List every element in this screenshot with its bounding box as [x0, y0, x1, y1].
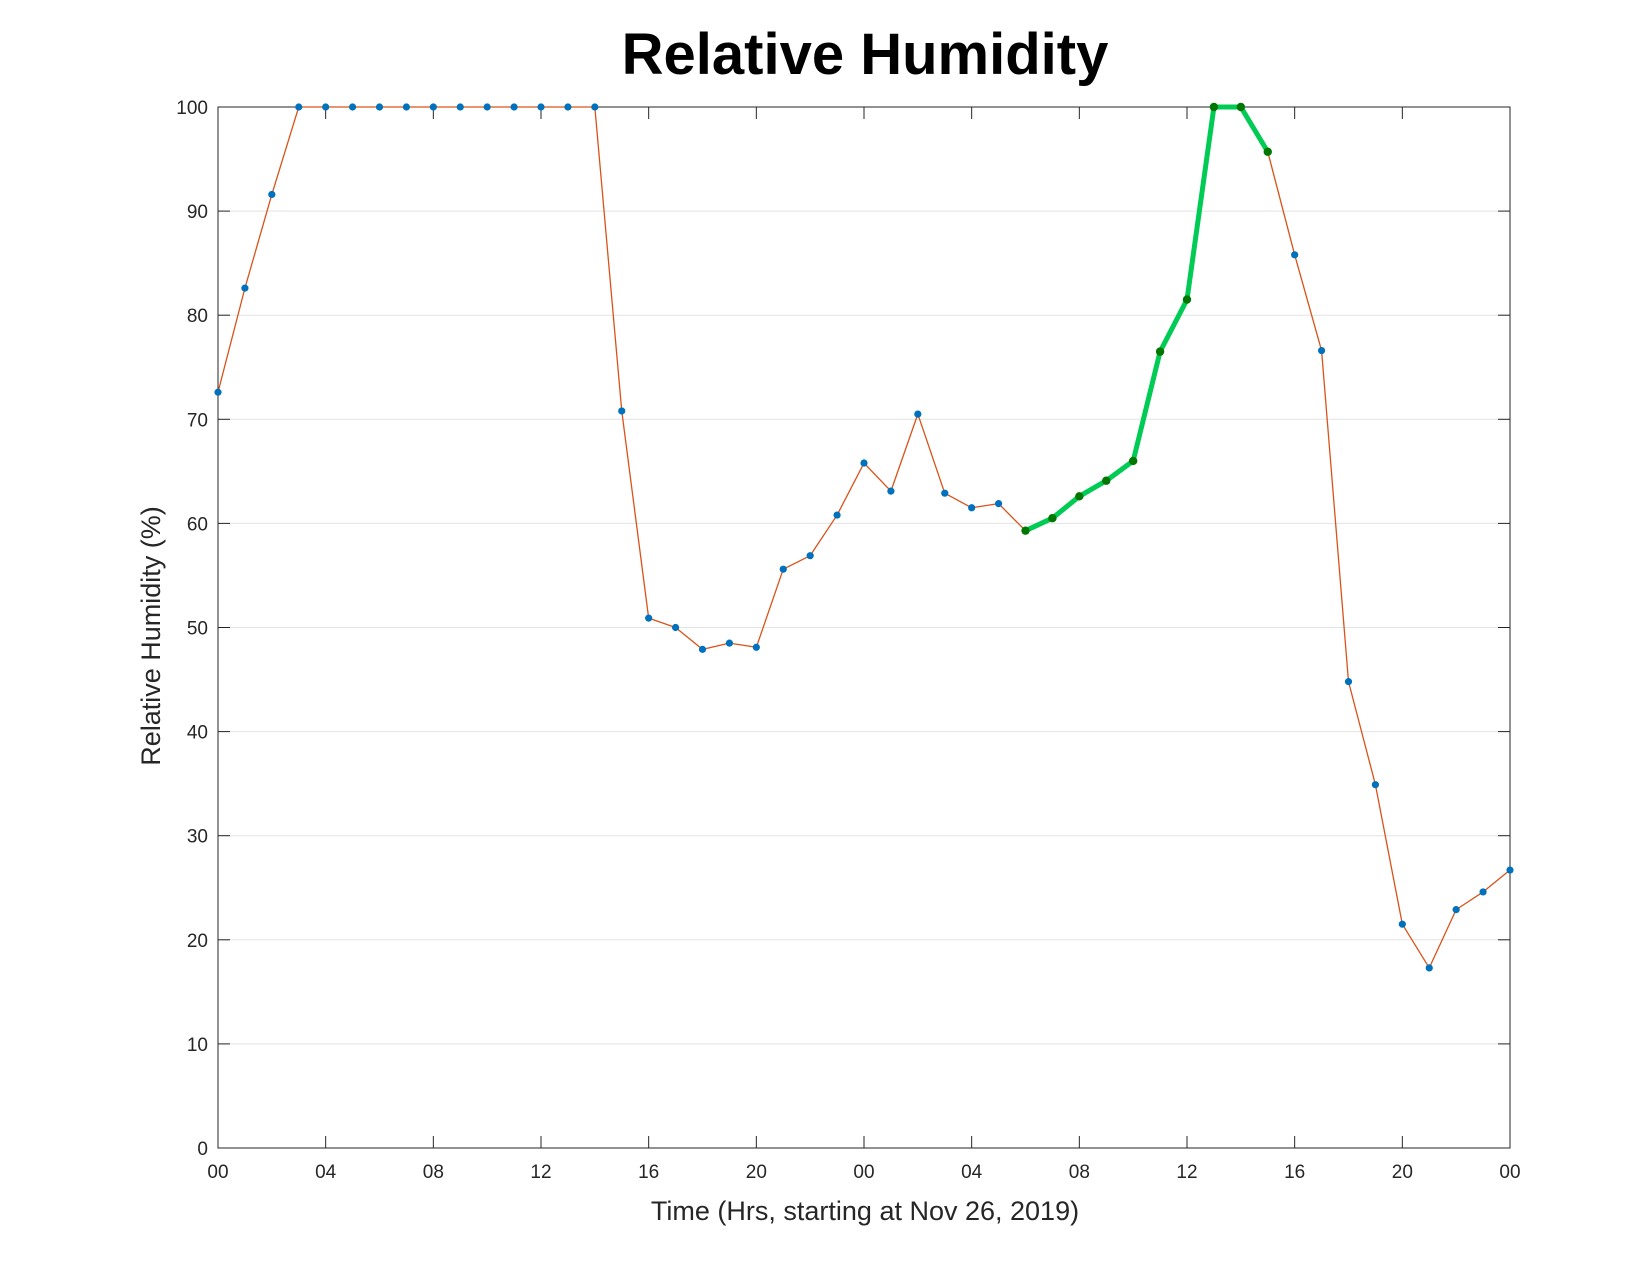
chart-title: Relative Humidity [622, 22, 1109, 87]
x-tick-label: 12 [1176, 1162, 1197, 1183]
data-point [1048, 513, 1057, 523]
data-point [1102, 476, 1111, 485]
data-point [510, 103, 518, 111]
y-tick-label: 60 [187, 514, 208, 535]
x-tick-label: 16 [1284, 1162, 1305, 1183]
y-tick-label: 90 [187, 202, 208, 223]
data-point [1344, 678, 1353, 686]
y-tick-label: 20 [187, 931, 208, 952]
data-point [833, 511, 841, 519]
data-point [1506, 866, 1514, 874]
x-tick-label: 08 [1069, 1162, 1090, 1183]
x-tick-label: 20 [746, 1162, 767, 1183]
data-point [483, 103, 491, 111]
data-point [1317, 346, 1326, 355]
y-tick-label: 80 [187, 306, 208, 327]
data-point [348, 103, 357, 111]
y-tick-label: 0 [197, 1139, 208, 1160]
data-point [914, 410, 922, 418]
data-point [456, 103, 464, 111]
data-point [1236, 102, 1246, 112]
data-point [214, 388, 222, 396]
y-tick-label: 40 [187, 723, 208, 744]
x-axis-label: Time (Hrs, starting at Nov 26, 2019) [651, 1196, 1079, 1226]
data-point [1371, 781, 1380, 789]
data-point [1155, 347, 1165, 356]
data-point [241, 284, 249, 292]
x-tick-label: 04 [961, 1162, 983, 1183]
data-point [268, 190, 276, 199]
data-point [618, 407, 626, 415]
x-tick-label: 12 [530, 1162, 551, 1183]
data-point [1075, 492, 1084, 501]
data-point [698, 645, 707, 653]
data-point [375, 103, 384, 111]
data-point [1398, 920, 1406, 928]
data-point [537, 103, 545, 111]
y-tick-label: 70 [187, 410, 208, 431]
x-tick-label: 04 [315, 1162, 337, 1183]
data-point [1291, 251, 1299, 259]
x-tick-label: 20 [1392, 1162, 1413, 1183]
x-tick-label: 00 [853, 1162, 874, 1183]
data-point [1209, 102, 1219, 112]
y-tick-label: 100 [176, 98, 208, 119]
data-point [645, 614, 653, 622]
series-highlight-line [1023, 104, 1271, 534]
y-tick-label: 10 [187, 1035, 208, 1056]
data-point [1021, 526, 1030, 535]
data-point [1452, 906, 1460, 914]
data-point [564, 103, 572, 111]
x-tick-label: 16 [638, 1162, 659, 1183]
data-point [322, 103, 330, 111]
grid-layer [218, 210, 1510, 1045]
data-point [402, 103, 411, 111]
tick-layer: 0 10 20 30 40 50 60 70 80 90 100 00 04 08 12 16 20 00 04 08… [176, 98, 1520, 1183]
data-point [429, 103, 437, 111]
x-tick-label: 00 [207, 1162, 228, 1183]
data-point [806, 552, 814, 560]
x-tick-label: 08 [423, 1162, 444, 1183]
series-layer [214, 102, 1514, 972]
data-point [1182, 295, 1192, 304]
data-point [752, 643, 760, 651]
data-point [968, 504, 976, 512]
data-point [779, 565, 787, 573]
data-point [725, 639, 734, 647]
data-point [295, 103, 303, 111]
y-tick-label: 30 [187, 827, 208, 848]
x-tick-label: 00 [1499, 1162, 1520, 1183]
y-tick-label: 50 [187, 619, 208, 640]
data-point [994, 500, 1003, 508]
series-highlight [1021, 102, 1272, 535]
data-point [941, 489, 949, 497]
data-point [1128, 456, 1138, 466]
data-point [1425, 964, 1433, 972]
data-point [860, 459, 868, 467]
data-point [671, 623, 680, 632]
data-point [887, 487, 895, 495]
data-point [591, 103, 599, 111]
y-axis-label: Relative Humidity (%) [136, 506, 166, 766]
data-point [1263, 147, 1272, 156]
data-point [1479, 888, 1487, 896]
